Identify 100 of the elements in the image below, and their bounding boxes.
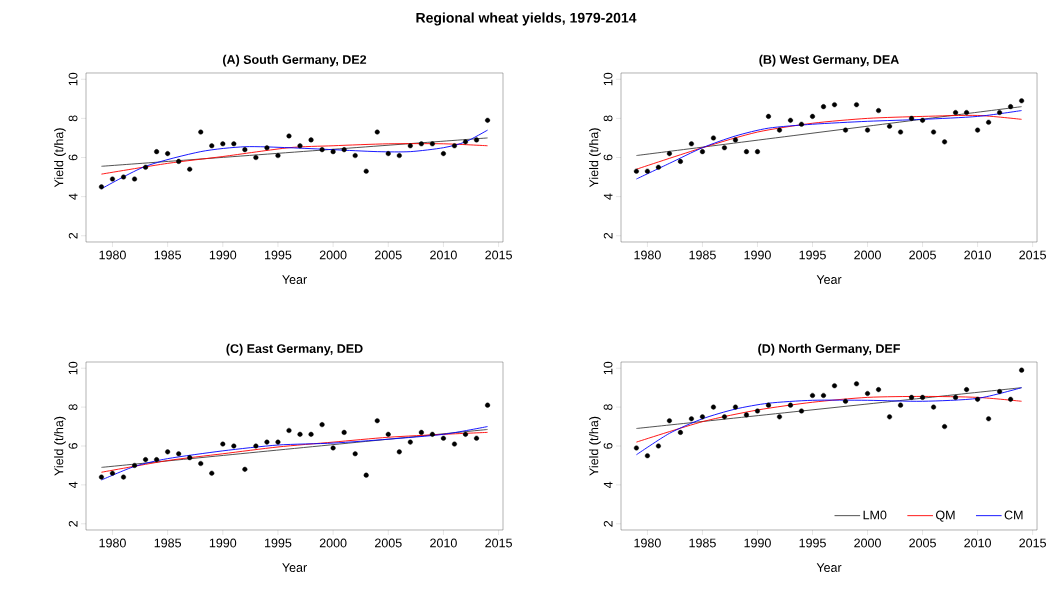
point <box>997 389 1003 395</box>
point <box>121 174 127 180</box>
point <box>666 151 672 157</box>
point <box>143 164 149 170</box>
point <box>821 104 827 110</box>
point <box>799 121 804 127</box>
point <box>374 418 380 424</box>
x-tick-label: 2000 <box>319 538 347 548</box>
point <box>429 431 435 437</box>
point <box>909 115 915 121</box>
point <box>710 404 716 410</box>
chart-title: (A) South Germany, DE2 <box>223 54 367 67</box>
point <box>363 168 369 174</box>
point <box>1019 367 1025 373</box>
x-tick-label: 2005 <box>375 538 402 548</box>
point <box>264 439 270 445</box>
point <box>743 149 749 155</box>
point <box>231 141 237 147</box>
y-tick-label: 8 <box>68 115 78 122</box>
x-tick-label: 1990 <box>744 538 771 548</box>
point <box>898 129 904 135</box>
legend-label: LM0 <box>863 510 887 520</box>
point <box>242 466 248 472</box>
point <box>440 151 446 157</box>
point <box>176 451 182 457</box>
x-axis-title: Year <box>282 275 307 284</box>
point <box>920 117 926 123</box>
point <box>485 402 491 408</box>
y-tick-label: 4 <box>68 193 78 200</box>
x-tick-label: 2005 <box>909 250 936 260</box>
y-tick-label: 10 <box>603 361 613 375</box>
y-tick-label: 6 <box>68 443 78 449</box>
legend-label: QM <box>936 510 955 522</box>
point <box>865 391 871 396</box>
point <box>275 153 281 159</box>
point <box>253 155 259 160</box>
point <box>732 404 738 410</box>
point <box>286 133 292 139</box>
point <box>854 381 860 387</box>
y-tick-label: 4 <box>603 481 613 489</box>
x-tick-label: 1990 <box>744 250 771 260</box>
point <box>887 414 893 420</box>
x-tick-label: 2000 <box>319 250 347 260</box>
y-tick-label: 10 <box>68 361 78 375</box>
point <box>710 135 716 141</box>
point <box>418 141 424 147</box>
point <box>385 431 391 437</box>
point <box>220 141 226 147</box>
point <box>765 402 771 408</box>
point <box>655 164 661 170</box>
x-tick-label: 2015 <box>485 538 512 548</box>
y-tick-label: 2 <box>603 232 613 239</box>
point <box>666 418 672 424</box>
x-tick-label: 2010 <box>964 538 991 548</box>
y-tick-label: 10 <box>603 72 613 86</box>
x-tick-label: 2005 <box>375 250 402 260</box>
point <box>931 129 937 135</box>
x-tick-label: 1990 <box>209 250 237 260</box>
point <box>633 168 639 174</box>
point <box>677 429 683 435</box>
point <box>396 153 402 159</box>
x-tick-label: 1985 <box>154 538 182 548</box>
point <box>876 108 882 114</box>
point <box>699 414 705 420</box>
x-axis-title: Year <box>816 275 842 284</box>
x-tick-label: 1980 <box>99 250 126 260</box>
y-tick-label: 6 <box>603 443 613 449</box>
point <box>787 402 793 408</box>
point <box>330 445 336 451</box>
y-tick-label: 10 <box>68 72 78 86</box>
point <box>677 158 683 164</box>
y-tick-label: 2 <box>68 232 78 239</box>
y-tick-label: 8 <box>603 404 613 411</box>
point <box>1019 98 1025 104</box>
point <box>341 147 347 153</box>
y-tick-label: 4 <box>603 193 613 200</box>
y-tick-label: 6 <box>603 154 613 161</box>
point <box>209 470 215 476</box>
line-series <box>635 387 1023 456</box>
point <box>231 443 237 449</box>
point <box>821 392 827 398</box>
point <box>374 129 380 135</box>
x-tick-label: 2015 <box>485 250 512 260</box>
point <box>209 143 215 149</box>
point <box>887 123 893 129</box>
point <box>942 139 948 145</box>
point <box>975 127 981 133</box>
point <box>787 117 793 123</box>
point <box>765 113 771 119</box>
point <box>633 445 639 451</box>
point <box>154 457 160 463</box>
point <box>898 402 904 408</box>
point <box>132 176 138 182</box>
point <box>429 141 435 147</box>
point <box>1008 396 1014 402</box>
x-tick-label: 1985 <box>689 538 716 548</box>
point <box>832 102 838 108</box>
x-axis-title: Year <box>816 563 842 572</box>
point <box>187 166 193 172</box>
y-axis-title: Yield (t/ha) <box>589 128 601 188</box>
